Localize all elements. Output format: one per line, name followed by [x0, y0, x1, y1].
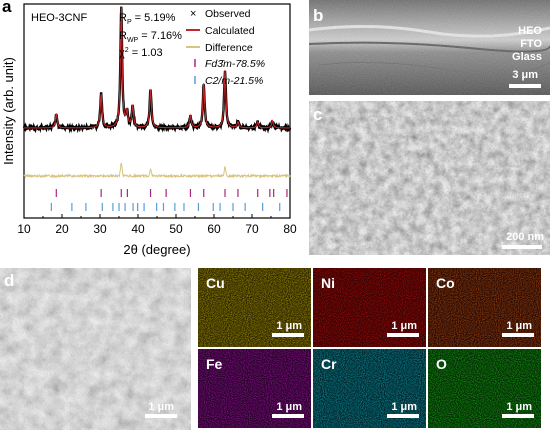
rp-stat: RP = 5.19% [119, 12, 176, 26]
xrd-plot-svg: 10 20 30 40 50 60 70 80 HEO-3CNF RP = 5.19% RWP… [1, 3, 297, 257]
x-tick-label: 10 [17, 222, 31, 236]
eds-map-cr: Cr 1 μm [313, 349, 426, 428]
layer-label-glass: Glass [512, 51, 542, 63]
panel-d-sem-overview: d 1 μm [0, 268, 191, 430]
scale-text-c: 200 nm [506, 231, 544, 243]
chi-stat: χ2 = 1.03 [119, 47, 163, 59]
eds-element-label: Ni [321, 275, 335, 291]
eds-scale-bar [502, 414, 534, 418]
sem-overview-image [0, 268, 191, 430]
panel-b-cross-section-sem: b HEO FTO Glass 3 μm [309, 0, 550, 95]
panel-c-surface-sem: c 200 nm [309, 101, 550, 255]
eds-map-image [198, 349, 311, 428]
eds-map-ni: Ni 1 μm [313, 268, 426, 347]
legend-difference-label: Difference [205, 42, 253, 54]
eds-scale-bar [387, 333, 419, 337]
x-tick-label: 20 [55, 222, 69, 236]
sample-label: HEO-3CNF [31, 12, 88, 24]
x-tick-label: 80 [283, 222, 297, 236]
difference-curve [23, 162, 291, 179]
eds-map-cu: Cu 1 μm [198, 268, 311, 347]
eds-map-image [428, 349, 541, 428]
layer-label-heo: HEO [518, 25, 542, 37]
panel-label-a: a [2, 0, 12, 16]
scale-text-d: 1 μm [148, 401, 174, 413]
eds-scale-text: 1 μm [506, 401, 532, 413]
eds-scale-bar [272, 333, 304, 337]
legend-phase2-label: C2/m-21.5% [205, 75, 263, 87]
scale-bar-c [502, 245, 542, 249]
surface-image [309, 101, 550, 255]
x-tick-label: 40 [131, 222, 145, 236]
eds-scale-text: 1 μm [391, 320, 417, 332]
eds-element-label: Co [436, 275, 455, 291]
rwp-stat: RWP = 7.16% [119, 30, 182, 44]
x-tick-label: 60 [207, 222, 221, 236]
eds-scale-text: 1 μm [506, 320, 532, 332]
legend-observed-symbol: × [190, 8, 196, 20]
eds-scale-bar [502, 333, 534, 337]
eds-scale-text: 1 μm [276, 320, 302, 332]
cross-section-image [309, 0, 550, 95]
eds-scale-text: 1 μm [391, 401, 417, 413]
legend-phase1-label: Fd3̄m-78.5% [205, 58, 265, 70]
scale-bar-d [145, 414, 177, 418]
panel-label-b: b [313, 6, 324, 25]
panel-label-c: c [313, 105, 323, 124]
eds-element-label: Fe [206, 356, 223, 372]
legend-observed-label: Observed [205, 8, 251, 20]
scale-text-b: 3 μm [512, 69, 538, 81]
eds-map-fe: Fe 1 μm [198, 349, 311, 428]
eds-scale-bar [387, 414, 419, 418]
x-tick-label: 30 [93, 222, 107, 236]
legend: × Observed Calculated Difference Fd3̄m-7… [186, 8, 265, 87]
x-tick-label: 70 [245, 222, 259, 236]
x-tick-label: 50 [169, 222, 183, 236]
panel-a-xrd-chart: 10 20 30 40 50 60 70 80 HEO-3CNF RP = 5.19% RWP… [0, 0, 300, 262]
eds-scale-bar [272, 414, 304, 418]
scale-bar-b [509, 84, 541, 88]
eds-element-label: O [436, 356, 447, 372]
calculated-curve [24, 7, 290, 129]
legend-calculated-label: Calculated [205, 25, 255, 37]
x-axis-label: 2θ (degree) [123, 242, 190, 257]
eds-map-co: Co 1 μm [428, 268, 541, 347]
eds-element-label: Cu [206, 275, 225, 291]
eds-map-o: O 1 μm [428, 349, 541, 428]
layer-label-fto: FTO [520, 38, 542, 50]
panel-label-d: d [4, 271, 15, 290]
eds-scale-text: 1 μm [276, 401, 302, 413]
eds-element-label: Cr [321, 356, 337, 372]
y-axis-label: Intensity (arb. unit) [1, 57, 16, 165]
